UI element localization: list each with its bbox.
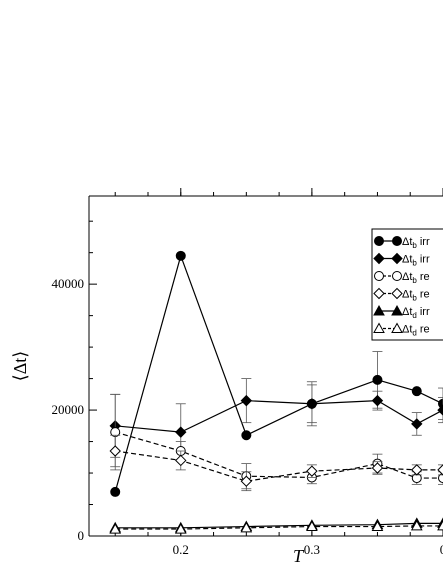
legend-marker	[373, 304, 385, 316]
legend-marker	[391, 252, 403, 265]
legend-item-5: Δtd irr	[373, 304, 430, 320]
legend-label: Δtd re	[402, 324, 430, 338]
series-2-point	[437, 404, 443, 416]
y-axis-title: ⟨Δt⟩	[10, 351, 30, 382]
series-6-point	[371, 520, 384, 532]
legend-marker	[373, 287, 385, 300]
x-tick-label: 0.2	[173, 542, 189, 557]
series-1-point	[411, 386, 422, 397]
legend-box	[371, 228, 443, 341]
legend-marker	[374, 236, 384, 246]
legend-item-6: Δtd re	[373, 322, 430, 338]
y-tick-label: 0	[78, 528, 85, 543]
series-3-line	[115, 431, 443, 479]
legend-marker	[391, 322, 403, 333]
legend-label: Δtd irr	[402, 306, 430, 320]
legend-marker	[374, 271, 384, 281]
series-2-line	[115, 400, 443, 433]
series-4-point	[437, 464, 443, 476]
series-6-point	[437, 519, 443, 531]
series-1-point	[372, 374, 383, 385]
series-6-point	[109, 523, 122, 534]
series-4-point	[371, 462, 384, 474]
series-2-point	[411, 418, 423, 430]
series-4-point	[306, 465, 318, 477]
legend-marker	[391, 287, 403, 300]
legend-label: Δtb re	[402, 271, 430, 285]
legend-label: Δtb re	[402, 289, 430, 303]
legend-marker	[373, 252, 385, 265]
x-tick-label: 0.3	[304, 542, 320, 557]
series-6-point	[306, 520, 318, 532]
legend-item-1: Δtb irr	[374, 236, 430, 250]
series-6-point	[410, 519, 423, 531]
series-2-point	[240, 394, 253, 407]
series-6	[109, 519, 443, 534]
series-4-line	[115, 450, 443, 482]
legend-item-2: Δtb irr	[373, 252, 430, 268]
legend-marker	[392, 236, 402, 246]
legend-item-4: Δtb re	[373, 287, 430, 303]
series-4	[109, 434, 443, 492]
legend-marker	[373, 322, 385, 333]
series-2-point	[371, 394, 384, 407]
series-4-point	[411, 464, 423, 476]
x-tick-label: 0	[440, 542, 443, 557]
legend-label: Δtb irr	[402, 254, 430, 268]
legend: Δtb irr Δtb irr Δtb re Δtb re Δtd irr Δtd re	[371, 228, 443, 341]
legend-item-3: Δtb re	[374, 271, 430, 285]
y-tick-label: 40000	[52, 276, 85, 291]
legend-marker	[392, 271, 402, 281]
series-2	[109, 378, 443, 461]
series-2-point	[175, 426, 187, 438]
series-1-point	[175, 250, 186, 261]
series-5	[109, 517, 443, 533]
series-4-point	[175, 454, 187, 467]
series-4-point	[240, 475, 253, 487]
series-6-point	[174, 523, 187, 534]
series-6-point	[240, 521, 253, 533]
legend-label: Δtb irr	[402, 236, 430, 250]
x-axis-title: T	[293, 546, 305, 566]
series-3	[110, 393, 443, 490]
series-1-point	[241, 430, 252, 441]
legend-marker	[391, 304, 403, 316]
series-4-point	[109, 445, 121, 457]
series-3-point	[438, 473, 443, 484]
series-1-point	[110, 486, 121, 497]
y-tick-label: 20000	[52, 402, 85, 417]
series-2-point	[306, 398, 318, 410]
